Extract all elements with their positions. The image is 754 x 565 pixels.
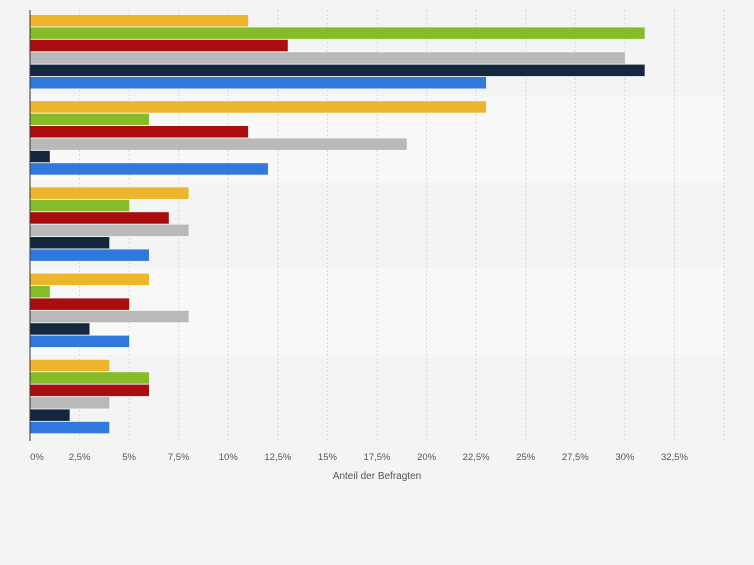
- bar[interactable]: [30, 187, 189, 199]
- bar[interactable]: [30, 163, 268, 175]
- x-tick-label: 5%: [122, 452, 136, 463]
- bar[interactable]: [30, 113, 149, 126]
- x-axis-label: Anteil der Befragten: [333, 471, 421, 482]
- bar[interactable]: [30, 101, 487, 113]
- bar[interactable]: [30, 397, 110, 409]
- x-tick-label: 17,5%: [364, 452, 391, 463]
- bar[interactable]: [30, 77, 487, 89]
- bar[interactable]: [30, 298, 130, 310]
- bar[interactable]: [30, 237, 110, 249]
- bar[interactable]: [30, 372, 149, 384]
- bar[interactable]: [30, 199, 130, 212]
- x-axis: 0% 2,5% 5% 7,5% 10% 12,5% 15% 17,5% 20% 22,5% 25% 2…: [29, 10, 688, 463]
- bar[interactable]: [30, 249, 149, 261]
- x-tick-label: 7,5%: [168, 452, 190, 463]
- bars: [30, 15, 645, 434]
- bar[interactable]: [30, 64, 645, 77]
- x-tick-label: 22,5%: [463, 452, 490, 463]
- x-tick-label: 12,5%: [264, 452, 291, 463]
- bar[interactable]: [30, 384, 149, 397]
- x-tick-label: 0%: [30, 452, 44, 463]
- x-tick-label: 10%: [219, 452, 239, 463]
- bar[interactable]: [30, 323, 90, 335]
- bar[interactable]: [30, 310, 189, 323]
- bar[interactable]: [30, 126, 249, 138]
- bar[interactable]: [30, 138, 407, 150]
- bar[interactable]: [30, 273, 149, 286]
- bar[interactable]: [30, 335, 130, 348]
- bar[interactable]: [30, 15, 249, 27]
- bar[interactable]: [30, 150, 50, 163]
- bar[interactable]: [30, 212, 169, 224]
- bar[interactable]: [30, 421, 110, 434]
- bar[interactable]: [30, 27, 645, 39]
- x-tick-label: 15%: [318, 452, 338, 463]
- bar[interactable]: [30, 359, 110, 372]
- bar[interactable]: [30, 39, 288, 52]
- x-tick-label: 30%: [615, 452, 635, 463]
- x-tick-label: 20%: [417, 452, 437, 463]
- bar[interactable]: [30, 409, 70, 421]
- bar[interactable]: [30, 286, 50, 298]
- x-tick-label: 2,5%: [69, 452, 91, 463]
- x-tick-label: 32,5%: [661, 452, 688, 463]
- x-tick-label: 27,5%: [562, 452, 589, 463]
- bar[interactable]: [30, 224, 189, 237]
- bar[interactable]: [30, 52, 625, 64]
- x-tick-label: 25%: [516, 452, 536, 463]
